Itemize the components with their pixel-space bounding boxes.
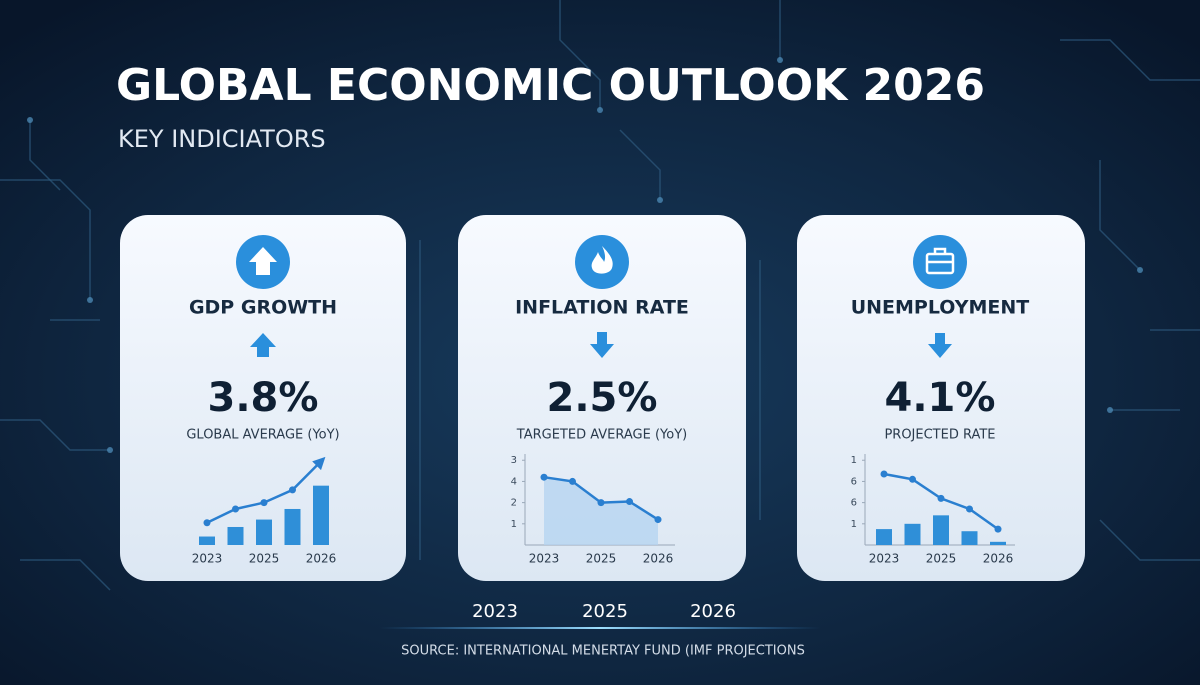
card-caption: GLOBAL AVERAGE (YoY) bbox=[186, 428, 339, 443]
bar bbox=[199, 536, 215, 545]
bar bbox=[990, 541, 1006, 545]
y-tick-label: 6 bbox=[851, 476, 857, 487]
point bbox=[232, 505, 239, 513]
point bbox=[289, 486, 296, 494]
x-tick-label: 2025 bbox=[926, 552, 957, 566]
icon bbox=[591, 246, 613, 274]
point bbox=[966, 505, 973, 513]
timeline-label: 2026 bbox=[690, 601, 736, 622]
point bbox=[880, 470, 888, 478]
point bbox=[260, 499, 268, 507]
point bbox=[569, 477, 576, 485]
card-background bbox=[458, 215, 746, 581]
x-tick-label: 2025 bbox=[249, 552, 280, 566]
card-background bbox=[120, 215, 406, 581]
point bbox=[994, 525, 1002, 533]
x-tick-label: 2023 bbox=[192, 552, 223, 566]
trend-arrow bbox=[928, 333, 952, 358]
x-tick-label: 2026 bbox=[306, 552, 337, 566]
y-tick-label: 6 bbox=[851, 498, 857, 509]
area bbox=[544, 477, 658, 545]
x-tick-label: 2023 bbox=[529, 552, 560, 566]
x-tick-label: 2026 bbox=[983, 552, 1014, 566]
bar bbox=[876, 529, 892, 545]
y-tick-label: 2 bbox=[511, 498, 517, 509]
trend-arrow bbox=[250, 333, 276, 357]
page-title: GLOBAL ECONOMIC OUTLOOK 2026 bbox=[116, 60, 985, 111]
bar bbox=[284, 508, 301, 545]
x-tick-label: 2025 bbox=[586, 552, 617, 566]
icon bbox=[249, 247, 277, 275]
card: UNEMPLOYMENT 4.1% PROJECTED RATE bbox=[797, 215, 1085, 581]
point bbox=[909, 475, 916, 483]
x-tick-label: 2026 bbox=[643, 552, 674, 566]
y-tick-label: 1 bbox=[851, 455, 857, 466]
bar bbox=[904, 523, 921, 545]
bar bbox=[933, 515, 949, 545]
point bbox=[203, 519, 211, 527]
card: INFLATION RATE 2.5% TARGETED AVERAGE (Yo… bbox=[458, 215, 746, 581]
timeline-label: 2023 bbox=[472, 601, 518, 622]
bar bbox=[227, 526, 244, 545]
card: GDP GROWTH 3.8% GLOBAL AVERAGE (YoY) bbox=[120, 215, 406, 581]
card-title: INFLATION RATE bbox=[515, 297, 689, 319]
timeline-label: 2025 bbox=[582, 601, 628, 622]
point bbox=[597, 499, 605, 507]
point bbox=[937, 494, 945, 502]
bar bbox=[961, 531, 978, 545]
timeline-line bbox=[380, 627, 820, 629]
point bbox=[626, 498, 633, 506]
bar bbox=[256, 519, 272, 545]
card-value: 4.1% bbox=[885, 375, 996, 421]
card-title: UNEMPLOYMENT bbox=[851, 297, 1030, 319]
card-value: 3.8% bbox=[208, 375, 319, 421]
circuit-decoration bbox=[0, 0, 1200, 591]
card-caption: PROJECTED RATE bbox=[884, 428, 995, 443]
card-caption: TARGETED AVERAGE (YoY) bbox=[516, 428, 687, 443]
y-tick-label: 1 bbox=[851, 519, 857, 530]
card-value: 2.5% bbox=[547, 375, 658, 421]
y-tick-label: 1 bbox=[511, 519, 517, 530]
point bbox=[654, 516, 662, 524]
page-subtitle: KEY INDICIATORS bbox=[118, 125, 326, 153]
x-tick-label: 2023 bbox=[869, 552, 900, 566]
source-note: SOURCE: INTERNATIONAL MENERTAY FUND (IMF… bbox=[401, 644, 805, 659]
icon bbox=[925, 247, 955, 275]
card-title: GDP GROWTH bbox=[189, 297, 337, 319]
trend-arrow bbox=[590, 332, 614, 358]
y-tick-label: 3 bbox=[511, 455, 517, 466]
bar bbox=[313, 485, 329, 545]
charts: 2023 2025 2026 3 4 2 1 2023 2025 2026 1 6 6 1 2023 2025… bbox=[192, 454, 1015, 566]
y-tick-label: 4 bbox=[511, 476, 517, 487]
point bbox=[540, 473, 548, 481]
card-background bbox=[797, 215, 1085, 581]
